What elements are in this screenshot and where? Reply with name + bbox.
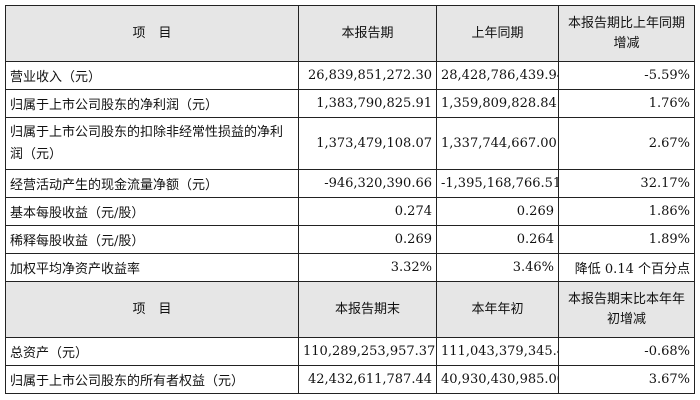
cell-year-start: 40,930,430,985.00: [436, 365, 559, 394]
financial-summary-table: 项 目 本报告期 上年同期 本报告期比上年同期增减 营业收入（元） 26,839…: [5, 5, 695, 394]
row-label: 经营活动产生的现金流量净额（元）: [5, 169, 299, 198]
cell-change: 1.86%: [558, 197, 695, 226]
cell-prior: -1,395,168,766.51: [436, 169, 559, 198]
row-label: 归属于上市公司股东的所有者权益（元）: [5, 365, 299, 394]
cell-current: 26,839,851,272.30: [298, 61, 437, 90]
cell-change: 2.67%: [558, 117, 695, 170]
cell-change: 1.76%: [558, 89, 695, 118]
cell-year-start: 111,043,379,345.44: [436, 337, 559, 366]
cell-prior: 0.269: [436, 197, 559, 226]
cell-prior: 28,428,786,439.94: [436, 61, 559, 90]
row-label: 归属于上市公司股东的扣除非经常性损益的净利润（元）: [5, 117, 299, 170]
header-change: 本报告期比上年同期增减: [558, 5, 695, 62]
cell-change: 32.17%: [558, 169, 695, 198]
table-row: 经营活动产生的现金流量净额（元） -946,320,390.66 -1,395,…: [5, 169, 695, 198]
cell-period-end: 110,289,253,957.37: [298, 337, 437, 366]
cell-current: 0.274: [298, 197, 437, 226]
header-period-end: 本报告期末: [298, 281, 437, 338]
table-row: 归属于上市公司股东的净利润（元） 1,383,790,825.91 1,359,…: [5, 89, 695, 118]
row-label: 营业收入（元）: [5, 61, 299, 90]
cell-current: 3.32%: [298, 253, 437, 282]
cell-current: 1,383,790,825.91: [298, 89, 437, 118]
row-label: 归属于上市公司股东的净利润（元）: [5, 89, 299, 118]
header-year-start: 本年年初: [436, 281, 559, 338]
cell-prior: 1,337,744,667.00: [436, 117, 559, 170]
cell-period-end: 42,432,611,787.44: [298, 365, 437, 394]
cell-current: 0.269: [298, 225, 437, 254]
table-row: 营业收入（元） 26,839,851,272.30 28,428,786,439…: [5, 61, 695, 90]
cell-current: 1,373,479,108.07: [298, 117, 437, 170]
cell-change: 1.89%: [558, 225, 695, 254]
cell-change: 3.67%: [558, 365, 695, 394]
table-row: 基本每股收益（元/股） 0.274 0.269 1.86%: [5, 197, 695, 226]
cell-change: -5.59%: [558, 61, 695, 90]
table-row: 归属于上市公司股东的所有者权益（元） 42,432,611,787.44 40,…: [5, 365, 695, 394]
table-header-row: 项 目 本报告期 上年同期 本报告期比上年同期增减: [5, 5, 695, 62]
row-label: 基本每股收益（元/股）: [5, 197, 299, 226]
cell-current: -946,320,390.66: [298, 169, 437, 198]
cell-prior: 3.46%: [436, 253, 559, 282]
table-row: 加权平均净资产收益率 3.32% 3.46% 降低 0.14 个百分点: [5, 253, 695, 282]
table-row: 稀释每股收益（元/股） 0.269 0.264 1.89%: [5, 225, 695, 254]
table-row: 总资产（元） 110,289,253,957.37 111,043,379,34…: [5, 337, 695, 366]
header-item: 项 目: [5, 281, 299, 338]
row-label: 加权平均净资产收益率: [5, 253, 299, 282]
table-row: 归属于上市公司股东的扣除非经常性损益的净利润（元） 1,373,479,108.…: [5, 117, 695, 170]
cell-prior: 1,359,809,828.84: [436, 89, 559, 118]
table-header-row: 项 目 本报告期末 本年年初 本报告期末比本年年初增减: [5, 281, 695, 338]
header-current-period: 本报告期: [298, 5, 437, 62]
cell-change: 降低 0.14 个百分点: [558, 253, 695, 282]
header-change: 本报告期末比本年年初增减: [558, 281, 695, 338]
row-label: 总资产（元）: [5, 337, 299, 366]
row-label: 稀释每股收益（元/股）: [5, 225, 299, 254]
cell-prior: 0.264: [436, 225, 559, 254]
header-item: 项 目: [5, 5, 299, 62]
cell-change: -0.68%: [558, 337, 695, 366]
header-prior-year-period: 上年同期: [436, 5, 559, 62]
